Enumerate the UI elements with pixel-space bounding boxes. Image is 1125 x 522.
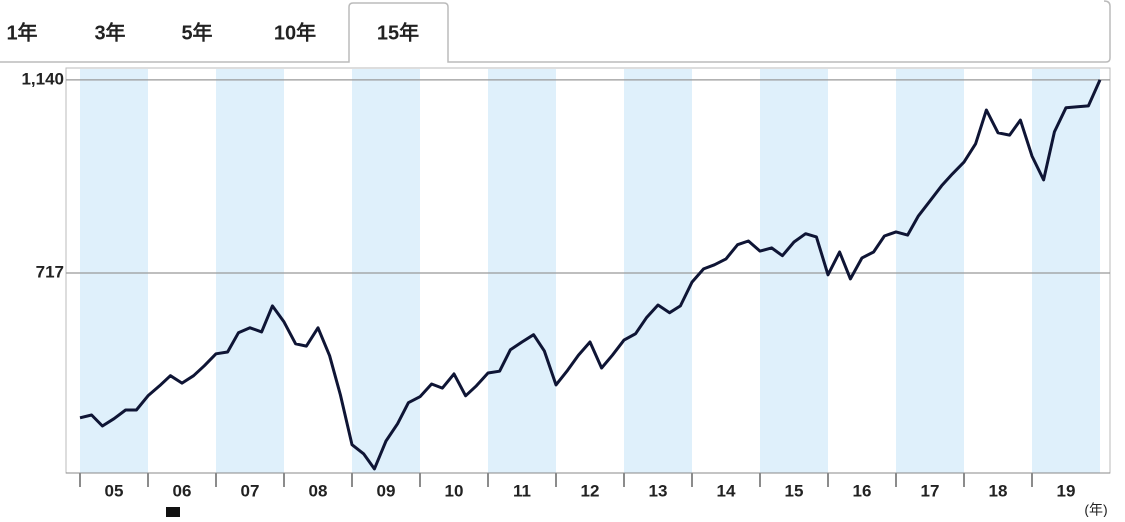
x-tick-label: 16: [853, 481, 872, 500]
year-band: [760, 69, 828, 473]
tab-border: [0, 0, 1111, 63]
x-tick-label: 07: [241, 481, 260, 500]
year-band: [488, 69, 556, 473]
year-band: [80, 69, 148, 473]
x-tick-label: 15: [785, 481, 804, 500]
tab-label[interactable]: 1年: [6, 20, 37, 44]
price-line: [79, 79, 1102, 471]
x-tick-label: 12: [581, 481, 600, 500]
x-unit-label: (年): [1084, 502, 1107, 517]
tab-label[interactable]: 5年: [181, 20, 212, 44]
tab-label[interactable]: 10年: [274, 20, 316, 44]
x-tick-label: 13: [649, 481, 668, 500]
x-tick-label: 18: [989, 481, 1008, 500]
x-tick-label: 17: [921, 481, 940, 500]
tab-label[interactable]: 3年: [94, 20, 125, 44]
y-tick-label: 1,140: [21, 69, 64, 88]
x-tick-label: 14: [717, 481, 736, 500]
year-band: [896, 69, 964, 473]
year-band: [216, 69, 284, 473]
y-tick-label: 717: [36, 262, 64, 281]
x-tick-label: 06: [173, 481, 192, 500]
x-tick-label: 09: [377, 481, 396, 500]
year-band: [1032, 69, 1100, 473]
tab-bar: [0, 0, 1110, 62]
x-tick-label: 08: [309, 481, 328, 500]
year-band: [624, 69, 692, 473]
year-band: [352, 69, 420, 473]
legend-swatch: [166, 507, 180, 519]
x-tick-label: 19: [1057, 481, 1076, 500]
x-tick-label: 05: [105, 481, 124, 500]
tab-label[interactable]: 15年: [377, 20, 419, 44]
x-tick-label: 11: [513, 481, 531, 500]
x-tick-label: 10: [445, 481, 464, 500]
